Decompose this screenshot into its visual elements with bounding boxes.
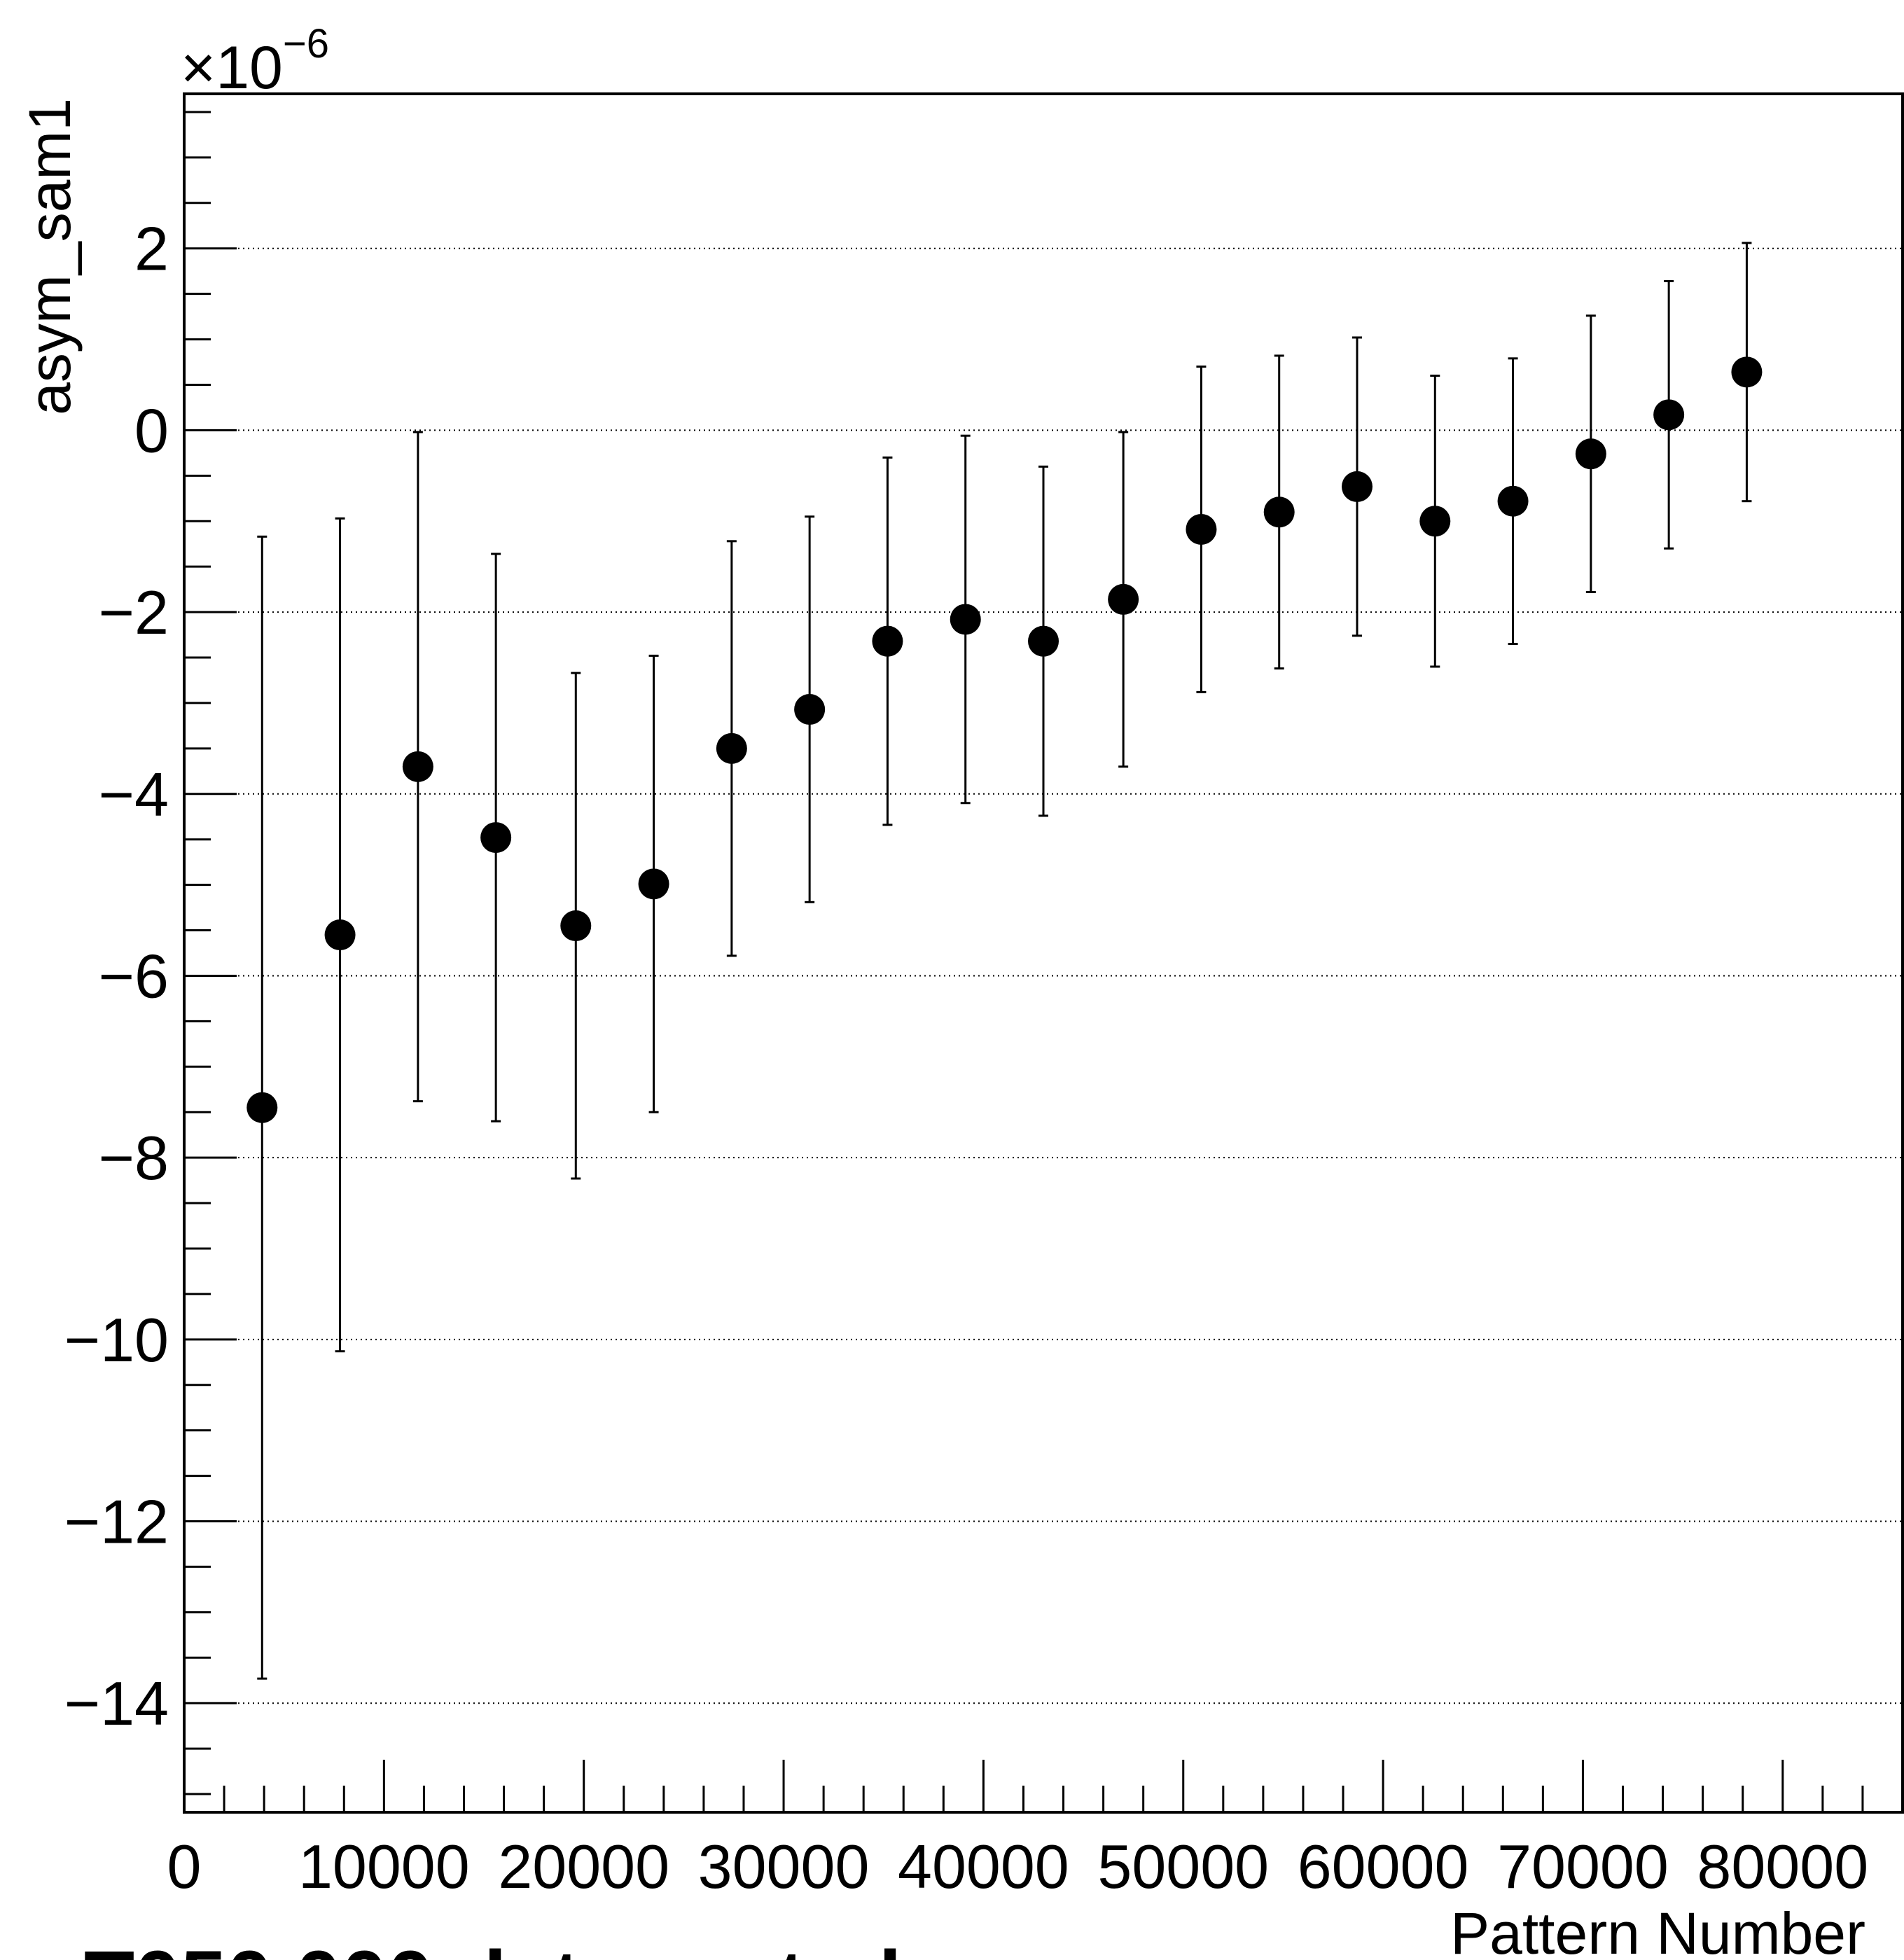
x-tick-label: 60000 bbox=[1298, 1832, 1469, 1901]
data-point bbox=[872, 625, 903, 657]
data-point bbox=[794, 694, 826, 725]
y-tick-label: −14 bbox=[64, 1669, 169, 1738]
y-tick-label: −8 bbox=[99, 1123, 169, 1193]
data-point bbox=[1108, 583, 1139, 615]
plot-frame bbox=[183, 92, 1904, 1814]
data-point bbox=[638, 868, 669, 900]
data-point bbox=[324, 919, 356, 951]
y-tick-label: −12 bbox=[64, 1487, 169, 1557]
y-axis-multiplier-exponent: −6 bbox=[283, 21, 329, 67]
y-tick-label: −10 bbox=[64, 1305, 169, 1375]
x-tick-label: 10000 bbox=[298, 1832, 470, 1901]
data-point bbox=[1731, 356, 1763, 388]
x-tick-label: 20000 bbox=[498, 1832, 669, 1901]
y-tick-label: −6 bbox=[99, 941, 169, 1010]
data-point bbox=[560, 910, 592, 942]
x-tick-label: 30000 bbox=[698, 1832, 870, 1901]
data-point bbox=[1263, 496, 1295, 528]
x-tick-label: 40000 bbox=[898, 1832, 1069, 1901]
data-point bbox=[1028, 625, 1059, 657]
data-point bbox=[402, 751, 433, 782]
data-point bbox=[716, 732, 747, 764]
data-point bbox=[246, 1092, 278, 1123]
y-tick-label: −4 bbox=[99, 760, 169, 829]
data-point bbox=[480, 822, 512, 854]
x-tick-label: 0 bbox=[167, 1832, 202, 1901]
y-axis-title: asym_sam1 bbox=[17, 98, 83, 415]
y-tick-labels: 2 0 −2 −4 −6 −8 −10 −12 −14 bbox=[64, 214, 169, 1738]
y-tick-label: 2 bbox=[134, 214, 169, 284]
x-tick-label: 70000 bbox=[1497, 1832, 1669, 1901]
bottom-title-partial: T050 000 data sorted bbox=[84, 1934, 901, 1960]
data-point bbox=[1186, 513, 1217, 545]
data-point bbox=[1653, 399, 1685, 431]
x-axis-title: Pattern Number bbox=[1450, 1900, 1865, 1960]
data-point bbox=[1497, 485, 1529, 517]
x-tick-label: 80000 bbox=[1697, 1832, 1868, 1901]
x-tick-labels: 0 10000 20000 30000 40000 50000 60000 70000 8000… bbox=[167, 1832, 1869, 1901]
data-point bbox=[1341, 471, 1373, 502]
axis-ticks bbox=[183, 111, 1864, 1812]
y-axis-multiplier-base: ×10 bbox=[181, 34, 283, 102]
data-point bbox=[1575, 438, 1606, 470]
y-axis-multiplier: ×10−6 bbox=[181, 21, 329, 102]
data-point bbox=[950, 604, 981, 635]
y-tick-label: 0 bbox=[134, 396, 169, 465]
data-point bbox=[1419, 506, 1451, 537]
y-tick-label: −2 bbox=[99, 578, 169, 647]
x-tick-label: 50000 bbox=[1097, 1832, 1269, 1901]
data-points bbox=[246, 356, 1763, 1123]
